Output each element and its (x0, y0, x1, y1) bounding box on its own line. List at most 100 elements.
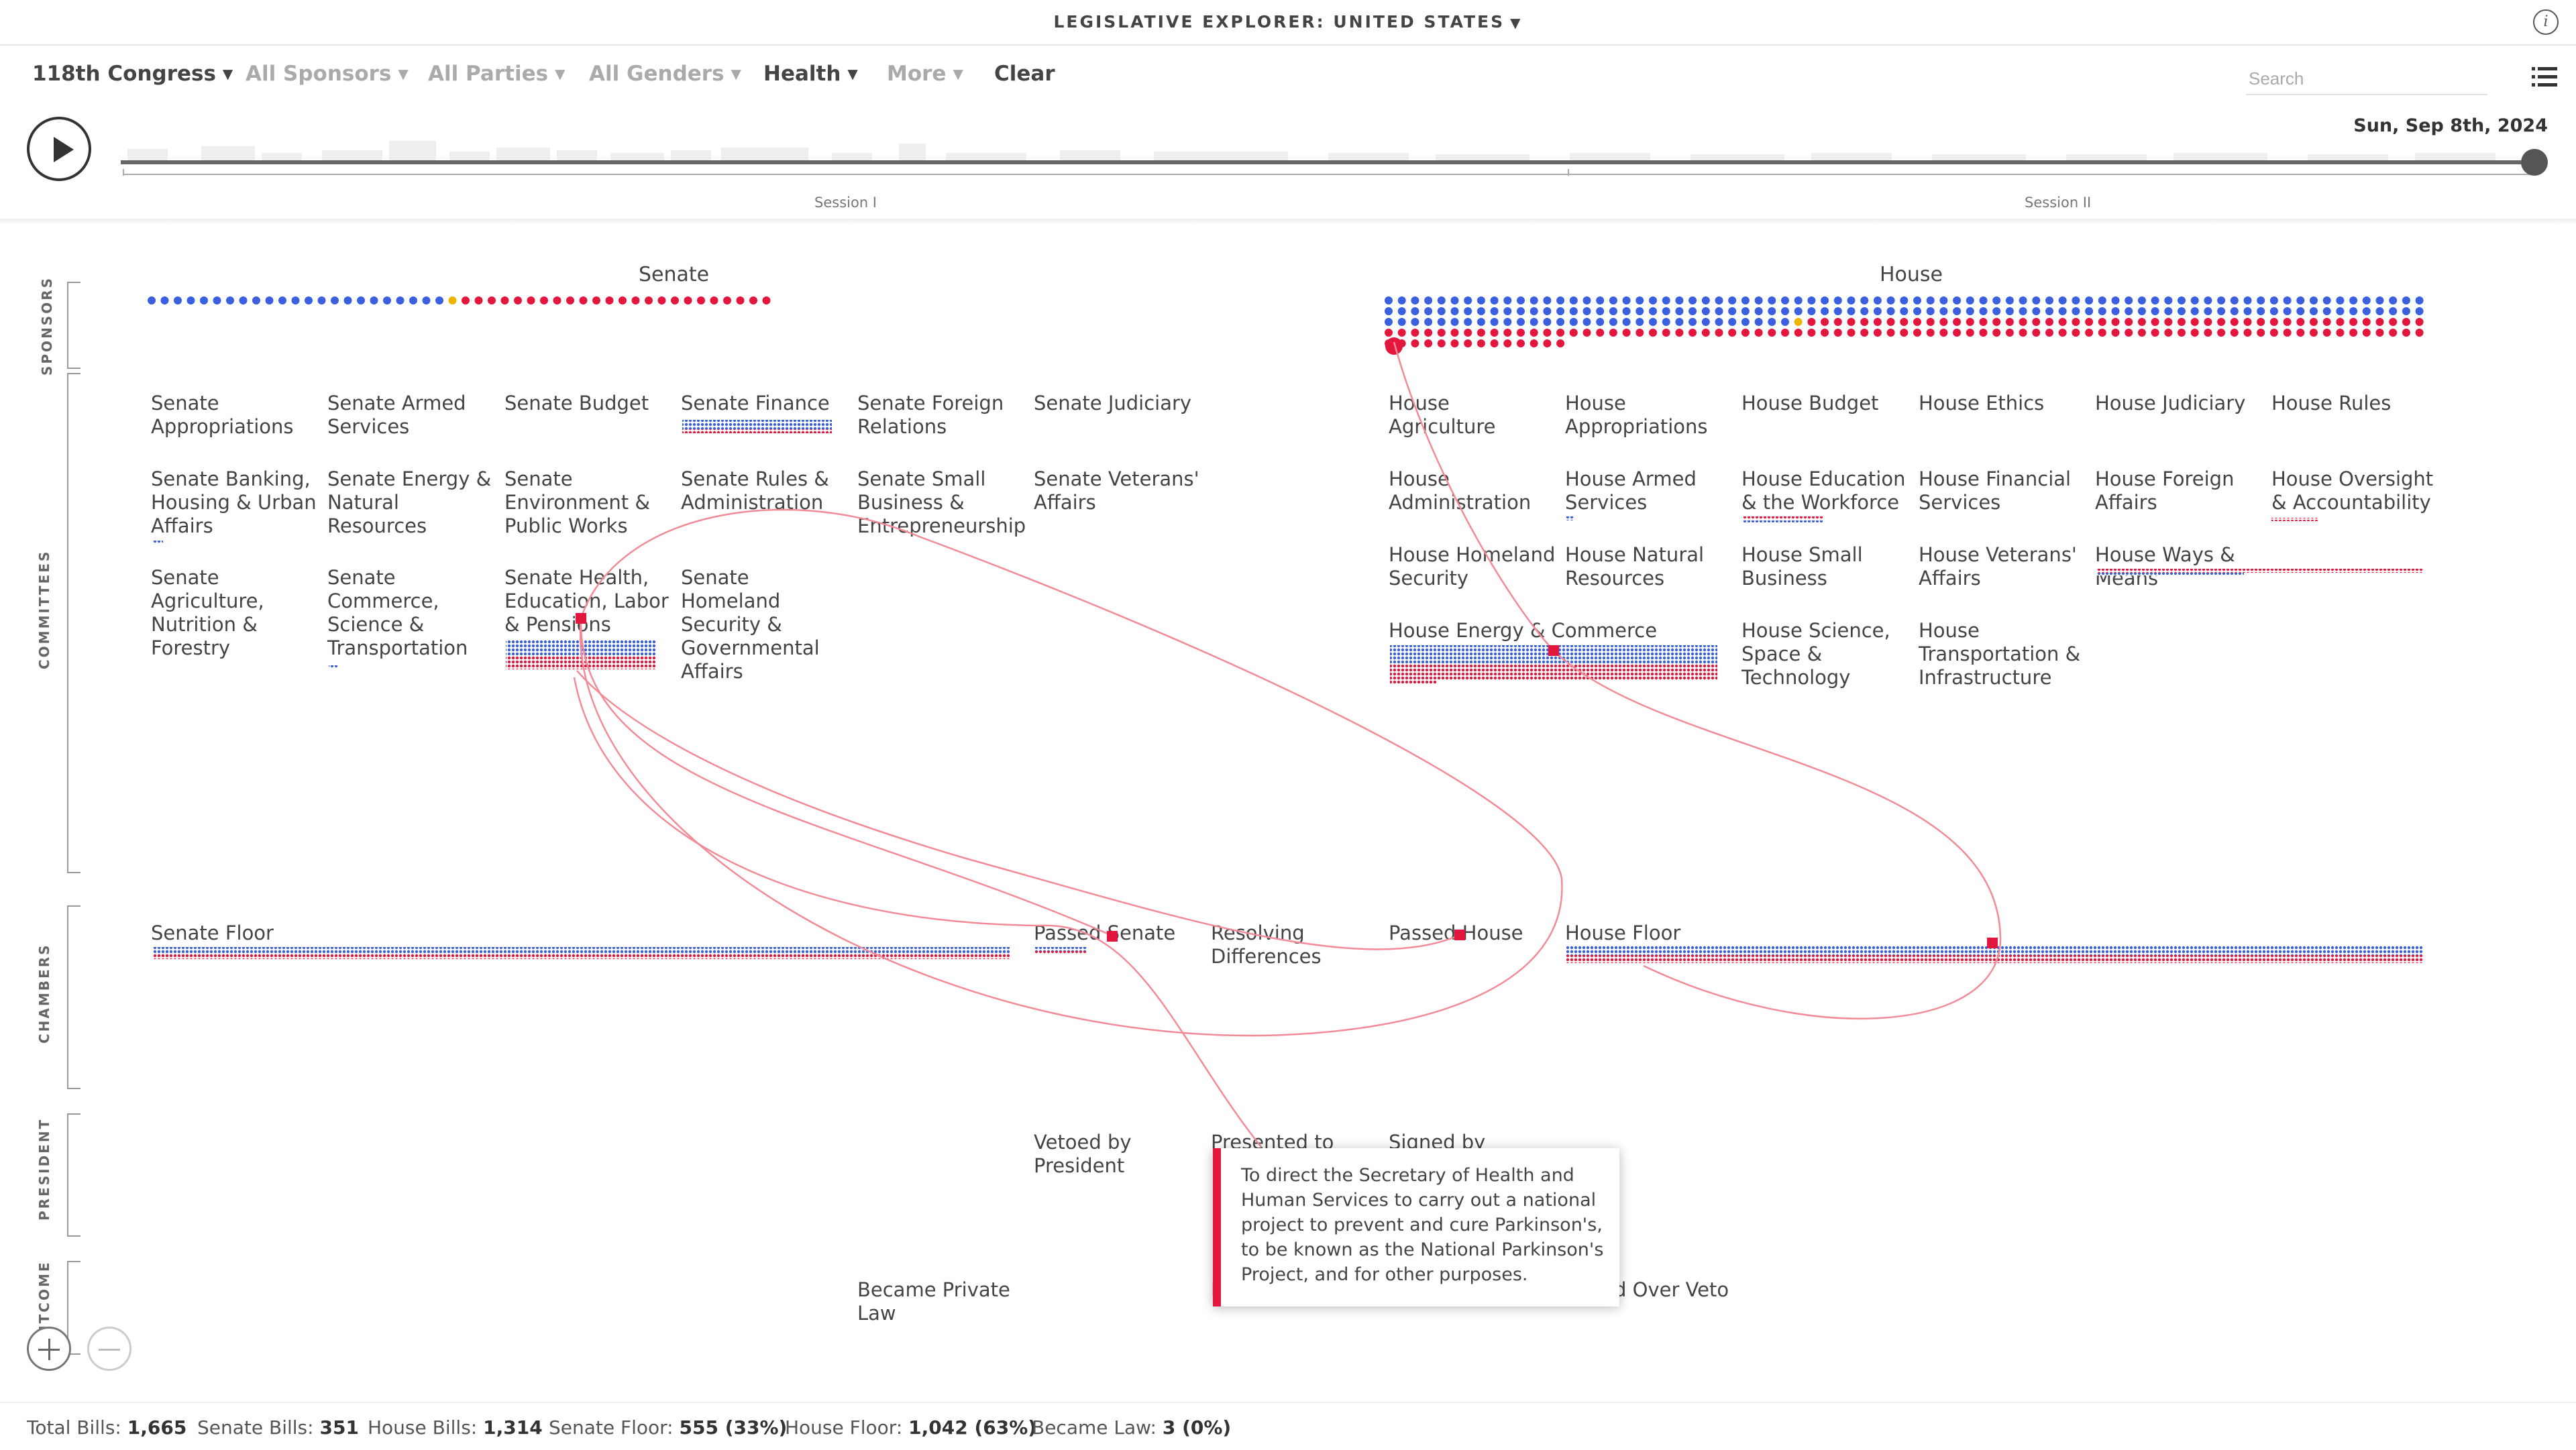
stat-label: Total Bills: (27, 1416, 121, 1439)
sponsor-dot (2415, 296, 2424, 304)
committee-senate-armed-services[interactable]: Senate Armed Services (327, 392, 466, 438)
search-input[interactable] (2246, 63, 2487, 95)
stage-passed-senate[interactable]: Passed Senate (1034, 922, 1176, 944)
committee-house-appropriations[interactable]: House Appropriations (1565, 392, 1708, 438)
sponsor-dot (1582, 296, 1591, 304)
committee-senate-energy[interactable]: Senate Energy & Natural Resources (327, 467, 492, 537)
committee-senate-commerce[interactable]: Senate Commerce, Science & Transportatio… (327, 566, 468, 659)
committee-house-natural-resources[interactable]: House Natural Resources (1565, 543, 1705, 590)
committee-house-financial-services[interactable]: House Financial Services (1919, 467, 2072, 514)
sponsor-dot (2389, 329, 2398, 337)
committee-senate-agriculture[interactable]: Senate Agriculture, Nutrition & Forestry (151, 566, 264, 659)
committee-house-energy-commerce[interactable]: House Energy & Commerce (1389, 619, 1658, 642)
committee-senate-environment[interactable]: Senate Environment & Public Works (504, 467, 651, 537)
stage-vetoed-by-president[interactable]: Vetoed by President (1034, 1131, 1132, 1177)
committee-senate-appropriations[interactable]: Senate Appropriations (151, 392, 294, 438)
sponsor-dot (2098, 296, 2106, 304)
committee-senate-small-business[interactable]: Senate Small Business & Entrepreneurship (857, 467, 1026, 537)
sponsor-dot (500, 296, 509, 304)
zoom-in-icon[interactable] (27, 1327, 71, 1371)
stage-passed-house[interactable]: Passed House (1389, 922, 1523, 944)
committee-house-rules[interactable]: House Rules (2271, 392, 2392, 414)
stage-senate-floor[interactable]: Senate Floor (151, 922, 274, 944)
play-button[interactable] (27, 117, 91, 181)
sponsor-dot (1821, 307, 1829, 315)
committee-house-oversight[interactable]: House Oversight & Accountability (2271, 467, 2434, 514)
sponsor-dot (2269, 329, 2278, 337)
sponsor-dot (2125, 318, 2133, 326)
zoom-out-icon[interactable] (87, 1327, 131, 1371)
committee-house-ways-and-means[interactable]: House Ways & Means (2095, 543, 2235, 590)
committee-house-agriculture[interactable]: House Agriculture (1389, 392, 1496, 438)
committee-house-armed-services[interactable]: House Armed Services (1565, 467, 1697, 514)
sponsor-dot (645, 296, 653, 304)
filter-congress[interactable]: 118th Congress ▼ (32, 62, 233, 86)
sponsor-dot (2230, 329, 2239, 337)
sponsor-dot (160, 296, 169, 304)
sponsor-dot (1437, 329, 1446, 337)
committee-senate-homeland-security[interactable]: Senate Homeland Security & Governmental … (681, 566, 820, 683)
committee-house-veterans-affairs[interactable]: House Veterans' Affairs (1919, 543, 2077, 590)
sponsor-dot (1450, 339, 1459, 347)
committee-senate-judiciary[interactable]: Senate Judiciary (1034, 392, 1192, 414)
section-label-committees: COMMITTEES (36, 549, 52, 669)
sponsor-dot (2217, 329, 2226, 337)
committee-senate-foreign-relations[interactable]: Senate Foreign Relations (857, 392, 1004, 438)
committee-house-judiciary[interactable]: House Judiciary (2095, 392, 2246, 414)
sponsor-dot (1424, 307, 1433, 315)
sponsor-dot (2098, 307, 2106, 315)
committee-senate-help[interactable]: Senate Health, Education, Labor & Pensio… (504, 566, 669, 636)
committee-house-transportation[interactable]: House Transportation & Infrastructure (1919, 619, 2081, 689)
committee-house-science[interactable]: House Science, Space & Technology (1741, 619, 1890, 689)
filter-sponsors[interactable]: All Sponsors ▼ (246, 62, 409, 86)
sponsor-dot (1754, 318, 1763, 326)
sponsor-dot (1953, 307, 1962, 315)
stage-passed-over-veto[interactable]: d Over Veto (1614, 1278, 1729, 1301)
sponsor-dot (148, 296, 156, 304)
filter-topic[interactable]: Health ▼ (763, 62, 858, 86)
filter-bar: 118th Congress ▼ All Sponsors ▼ All Partie… (0, 47, 2576, 107)
clear-filters-button[interactable]: Clear (994, 62, 1055, 86)
stage-became-private-law[interactable]: Became Private Law (857, 1278, 1010, 1325)
sponsor-dot (2005, 318, 2014, 326)
sponsor-dot (1397, 296, 1406, 304)
sponsor-dot (2283, 296, 2292, 304)
stage-house-floor[interactable]: House Floor (1565, 922, 1681, 944)
filter-parties[interactable]: All Parties ▼ (428, 62, 565, 86)
sponsor-dot (2085, 296, 2094, 304)
filter-more[interactable]: More ▼ (887, 62, 963, 86)
sponsor-dot (305, 296, 313, 304)
sponsor-dot (1886, 318, 1895, 326)
committee-house-administration[interactable]: House Administration (1389, 467, 1532, 514)
sponsor-dot (2389, 296, 2398, 304)
list-icon[interactable] (2532, 66, 2557, 89)
committee-house-small-business[interactable]: House Small Business (1741, 543, 1863, 590)
stage-resolving-differences[interactable]: Resolving Differences (1211, 922, 1322, 968)
sponsor-dot (1979, 307, 1988, 315)
committee-house-foreign-affairs[interactable]: House Foreign Affairs (2095, 467, 2235, 514)
committee-house-education[interactable]: House Education & the Workforce (1741, 467, 1906, 514)
committee-house-homeland-security[interactable]: House Homeland Security (1389, 543, 1556, 590)
sponsor-dot (2336, 307, 2345, 315)
committee-house-ethics[interactable]: House Ethics (1919, 392, 2045, 414)
house-sponsor-dots[interactable] (1385, 292, 2431, 359)
senate-sponsor-dots[interactable] (148, 292, 792, 313)
sponsor-dot (2190, 329, 2199, 337)
committee-senate-veterans-affairs[interactable]: Senate Veterans' Affairs (1034, 467, 1199, 514)
info-icon[interactable]: i (2533, 9, 2559, 35)
filter-label: All Genders (589, 62, 724, 86)
sponsor-dot (2164, 329, 2173, 337)
sponsor-dot (2137, 329, 2146, 337)
sponsor-dot (1397, 329, 1406, 337)
sponsor-dot (1490, 339, 1499, 347)
committee-senate-budget[interactable]: Senate Budget (504, 392, 649, 414)
app-title-dropdown[interactable]: LEGISLATIVE EXPLORER: UNITED STATES ▼ (0, 12, 2576, 32)
committee-house-budget[interactable]: House Budget (1741, 392, 1879, 414)
committee-senate-finance[interactable]: Senate Finance (681, 392, 830, 414)
committee-senate-banking[interactable]: Senate Banking, Housing & Urban Affairs (151, 467, 317, 537)
section-label-president: PRESIDENT (36, 1117, 52, 1221)
timeline-slider[interactable] (121, 121, 2549, 194)
sponsor-dot (1543, 318, 1552, 326)
committee-senate-rules[interactable]: Senate Rules & Administration (681, 467, 829, 514)
filter-genders[interactable]: All Genders ▼ (589, 62, 741, 86)
